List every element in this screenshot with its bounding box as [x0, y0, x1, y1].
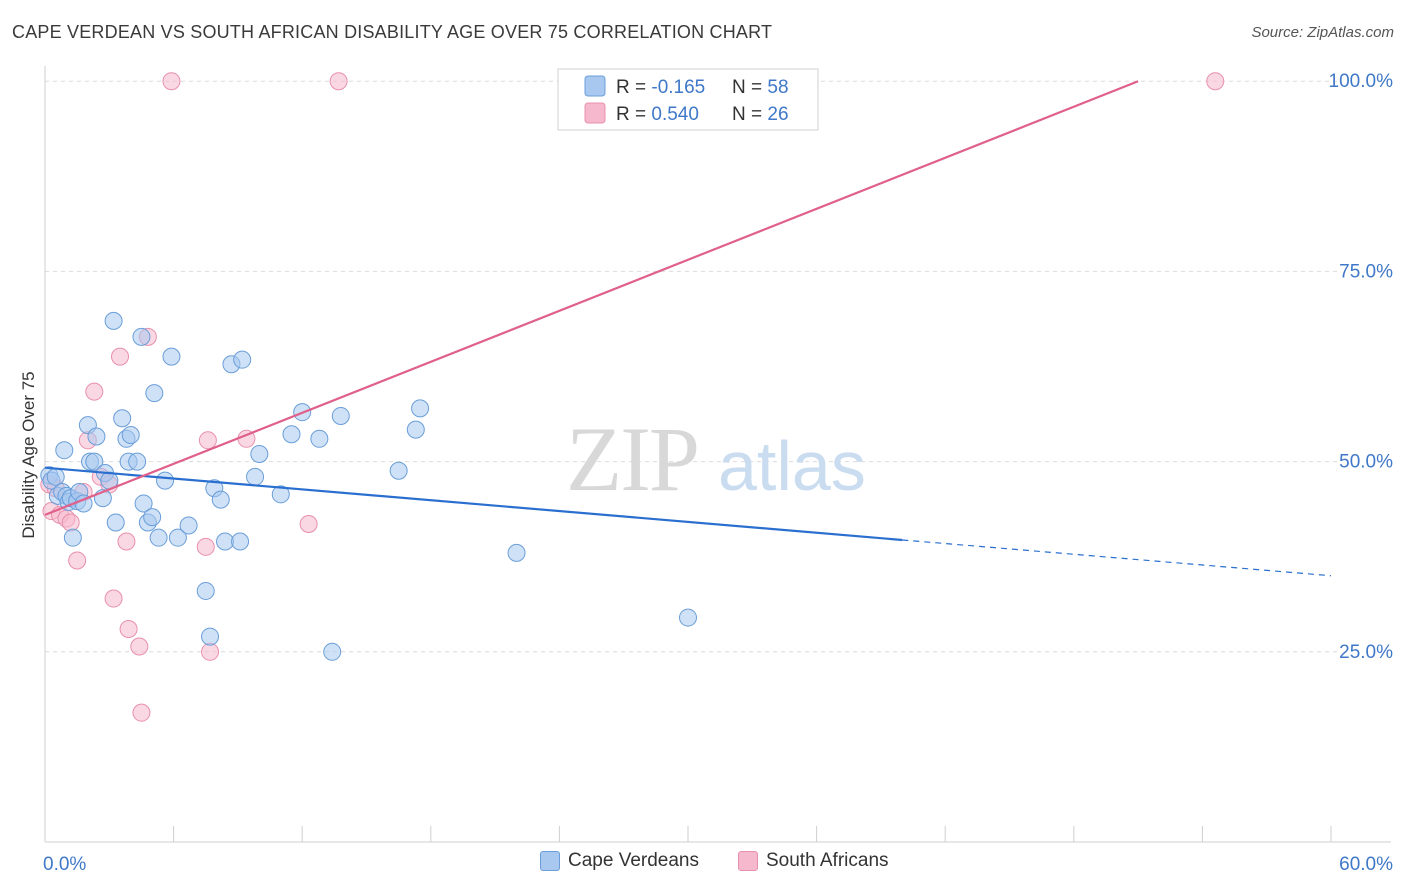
trend-lines [44, 80, 1332, 577]
x-tick-label-max: 60.0% [1339, 854, 1393, 875]
south-africans-point [198, 431, 217, 450]
cape-verdeans-point [134, 494, 153, 513]
cape-verdeans-point [128, 452, 147, 471]
legend-blue-r-value: -0.165 [651, 77, 705, 98]
cape-verdeans-point [106, 513, 125, 532]
cape-verdeans-point [162, 347, 181, 366]
cape-verdeans-point [113, 409, 132, 428]
cape-verdeans-point [179, 516, 198, 535]
south-africans-point [201, 642, 220, 661]
bottom-legend-label-blue: Cape Verdeans [568, 850, 699, 871]
cape-verdeans-point [145, 384, 164, 403]
x-tick-label-min: 0.0% [43, 854, 86, 875]
cape-verdeans-point [389, 461, 408, 480]
south-africans-point [299, 514, 318, 533]
cape-verdeans-point [310, 429, 329, 448]
cape-verdeans-point [85, 452, 104, 471]
x-tick-labels: 0.0% 60.0% [43, 854, 1393, 875]
y-tick-labels: 25.0% 50.0% 75.0% 100.0% [1329, 71, 1394, 663]
bottom-legend-cape-verdeans: Cape Verdeans [540, 850, 699, 872]
cape-verdeans-point [132, 327, 151, 346]
south-africans-point [68, 551, 87, 570]
south-africans-points [40, 72, 1225, 722]
south-africans-point [85, 382, 104, 401]
cape-verdeans-point [46, 467, 65, 486]
cape-verdeans-point [168, 528, 187, 547]
south-africans-point [119, 619, 138, 638]
south-africans-point [162, 72, 181, 91]
svg-text:N = 26: N = 26 [732, 104, 789, 125]
y-tick-label: 50.0% [1339, 452, 1393, 473]
cape-verdeans-point [201, 627, 220, 646]
cape-verdeans-point [121, 425, 140, 444]
cape-verdeans-point [250, 445, 269, 463]
source-label: Source: ZipAtlas.com [1251, 24, 1394, 41]
cape-verdeans-point [231, 532, 250, 551]
legend-swatch-blue [584, 75, 606, 97]
cape-verdeans-trend-line [44, 466, 903, 542]
south-africans-point [329, 72, 348, 91]
cape-verdeans-point [216, 532, 235, 551]
y-tick-label: 100.0% [1329, 71, 1394, 92]
bottom-legend-swatch-blue [540, 851, 560, 871]
south-africans-point [104, 589, 123, 608]
svg-text:R = -0.165: R = -0.165 [616, 77, 705, 98]
legend: R = -0.165 N = 58 R = 0.540 N = 26 [557, 68, 819, 131]
svg-text:R = 0.540: R = 0.540 [616, 104, 699, 125]
cape-verdeans-point [271, 485, 290, 504]
cape-verdeans-points [40, 311, 697, 661]
cape-verdeans-point [282, 425, 301, 444]
cape-verdeans-point [323, 642, 342, 661]
south-africans-point [117, 532, 136, 551]
bottom-legend-label-pink: South Africans [766, 850, 889, 871]
cape-verdeans-point [507, 543, 526, 562]
cape-verdeans-trend-extension [902, 539, 1332, 577]
legend-pink-r-value: 0.540 [651, 104, 699, 125]
south-africans-point [1206, 72, 1225, 91]
legend-pink-n-value: 26 [767, 104, 788, 125]
watermark: ZIP atlas [566, 408, 866, 510]
cape-verdeans-point [149, 528, 168, 547]
south-africans-point [196, 537, 215, 556]
legend-swatch-pink [584, 102, 606, 124]
legend-blue-n-label: N = [732, 77, 767, 98]
cape-verdeans-point [406, 420, 425, 439]
watermark-zip: ZIP [566, 408, 698, 510]
axes [44, 66, 1391, 843]
south-africans-trend-line [44, 80, 1139, 516]
south-africans-point [61, 513, 80, 532]
cape-verdeans-point [246, 467, 265, 486]
south-africans-point [130, 637, 149, 656]
cape-verdeans-point [63, 528, 82, 547]
cape-verdeans-point [211, 490, 230, 509]
svg-text:N = 58: N = 58 [732, 77, 789, 98]
cape-verdeans-point [156, 471, 175, 490]
y-tick-label: 25.0% [1339, 642, 1393, 663]
chart-title: CAPE VERDEAN VS SOUTH AFRICAN DISABILITY… [12, 22, 773, 42]
cape-verdeans-point [196, 581, 215, 600]
south-africans-point [111, 347, 130, 366]
cape-verdeans-point [411, 399, 430, 418]
cape-verdeans-point [331, 406, 350, 425]
watermark-atlas: atlas [718, 427, 866, 505]
bottom-legend: Cape Verdeans South Africans [0, 850, 1406, 880]
legend-pink-n-label: N = [732, 104, 767, 125]
legend-blue-r-label: R = [616, 77, 651, 98]
legend-pink-r-label: R = [616, 104, 651, 125]
legend-blue-n-value: 58 [767, 77, 788, 98]
cape-verdeans-point [143, 508, 162, 527]
y-axis-label: Disability Age Over 75 [19, 371, 38, 538]
cape-verdeans-point [233, 350, 252, 369]
cape-verdeans-point [55, 441, 74, 460]
bottom-legend-south-africans: South Africans [738, 850, 889, 872]
y-tick-label: 75.0% [1339, 261, 1393, 282]
cape-verdeans-point [104, 311, 123, 330]
south-africans-point [132, 703, 151, 722]
bottom-legend-swatch-pink [738, 851, 758, 871]
cape-verdeans-point [679, 608, 697, 627]
cape-verdeans-point [87, 427, 106, 446]
